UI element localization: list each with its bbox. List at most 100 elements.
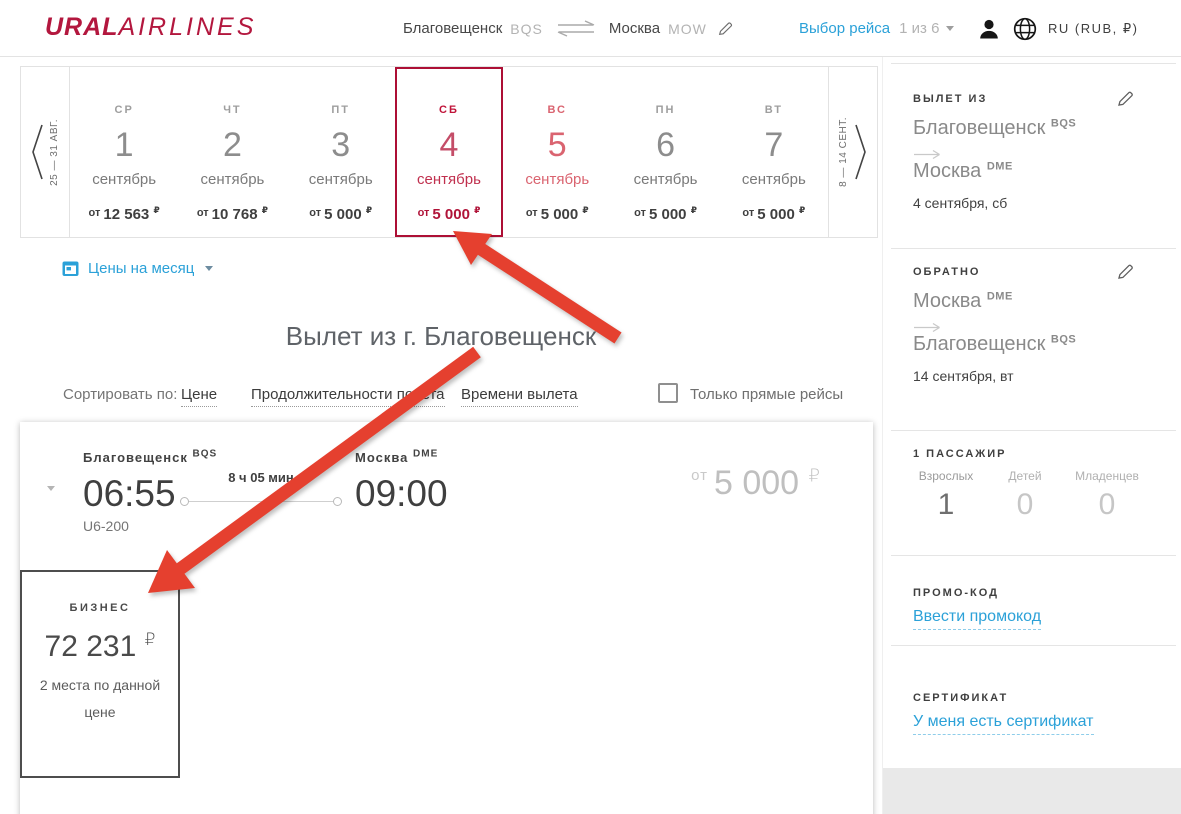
sort-by-price[interactable]: Цене [181,386,218,407]
day-month: сентябрь [633,171,698,188]
infants-count[interactable]: Младенцев 0 [1067,469,1147,522]
sort-by-duration[interactable]: Продолжительности полета [251,386,445,407]
top-header: URALAIRLINES Благовещенск BQS Москва MOW… [0,0,1181,57]
day-cell-1[interactable]: СР 1 сентябрь от 12 563 ₽ [70,67,178,237]
divider [891,555,1176,556]
edit-outbound-icon[interactable] [1116,89,1135,108]
day-month: сентябрь [92,171,157,188]
divider [891,248,1176,249]
day-cell-5[interactable]: ВС 5 сентябрь от 5 000 ₽ [503,67,611,237]
day-weekday: ПТ [331,104,351,116]
day-number: 4 [439,126,459,164]
day-price: от 10 768 ₽ [196,205,268,224]
day-cell-2[interactable]: ЧТ 2 сентябрь от 10 768 ₽ [178,67,286,237]
flight-select-label: Выбор рейса [799,20,891,37]
day-number: 2 [222,126,242,164]
fare-seats-note: 2 места по данной цене [39,677,161,721]
arrival-time: 09:00 [355,473,448,514]
day-cell-7[interactable]: ВТ 7 сентябрь от 5 000 ₽ [720,67,828,237]
swap-route-icon[interactable] [555,20,597,37]
return-to: Благовещенск BQS [913,322,1076,356]
timeline-track [180,497,342,506]
day-weekday: СР [114,104,134,116]
fare-name: БИЗНЕС [69,602,131,614]
promo-code-title: ПРОМО-КОД [913,587,999,599]
day-month: сентябрь [308,171,373,188]
day-month: сентябрь [417,171,481,188]
flight-result-card: Благовещенск BQS 06:55 U6-200 8 ч 05 мин… [20,422,873,814]
children-count[interactable]: Детей 0 [1001,469,1049,522]
departure-time: 06:55 [83,473,176,514]
chevron-down-icon [946,26,955,31]
day-number: 1 [114,126,134,164]
return-from: Москва DME [913,290,1013,312]
divider [891,63,1176,64]
fare-price: 72 231 ₽ [44,630,156,663]
day-cell-6[interactable]: ПН 6 сентябрь от 5 000 ₽ [611,67,719,237]
arrival-city: Москва DME [355,448,439,465]
flight-arrival-block: Москва DME 09:00 [355,448,448,515]
edit-return-icon[interactable] [1116,262,1135,281]
carousel-next-button[interactable]: 8 — 14 СЕНТ. [827,67,877,237]
globe-icon[interactable] [1012,16,1038,42]
direct-flights-checkbox[interactable] [658,383,678,403]
arrow-right-icon [914,322,940,333]
day-number: 7 [764,126,784,164]
timeline-bar [184,501,338,502]
locale-currency-label[interactable]: RU (RUB, ₽) [1048,20,1139,36]
day-weekday: ЧТ [223,104,242,116]
day-price: от 5 000 ₽ [309,205,373,224]
have-certificate-link[interactable]: У меня есть сертификат [913,713,1094,735]
edit-route-icon[interactable] [717,20,734,37]
day-month: сентябрь [741,171,806,188]
ural-airlines-logo[interactable]: URALAIRLINES [45,13,256,42]
logo-ural: URAL [45,13,119,41]
flight-departure-block: Благовещенск BQS 06:55 [83,449,217,515]
day-cell-3[interactable]: ПТ 3 сентябрь от 5 000 ₽ [287,67,395,237]
children-label: Детей [1008,469,1042,483]
header-route: Благовещенск BQS Москва MOW [403,0,734,57]
header-from-code: BQS [510,20,543,37]
fare-card-business[interactable]: БИЗНЕС 72 231 ₽ 2 места по данной цене [20,570,180,778]
children-value: 0 [1016,488,1034,521]
timeline-start-dot [180,497,189,506]
chevron-right-icon [855,124,867,180]
carousel-prev-button[interactable]: 25 — 31 АВГ. [21,67,70,237]
outbound-to: Москва DME [913,149,1013,183]
divider [891,645,1176,646]
sort-by-departure-time[interactable]: Времени вылета [461,386,578,407]
month-prices-link[interactable]: Цены на месяц [62,260,214,277]
outbound-date: 4 сентября, сб [913,195,1008,211]
day-price: от 5 000 ₽ [634,205,697,224]
flight-duration: 8 ч 05 мин [228,470,294,485]
user-icon[interactable] [978,17,1000,41]
day-weekday: СБ [439,104,459,116]
day-price: от 5 000 ₽ [525,205,589,224]
continue-button[interactable]: ПРОДОЛЖИТЬ [883,768,1181,814]
day-price: от 5 000 ₽ [742,205,806,224]
calendar-icon [62,261,79,276]
page-title: Вылет из г. Благовещенск [285,321,597,351]
day-number: 5 [547,126,567,164]
prev-week-range: 25 — 31 АВГ. [48,118,60,186]
direct-flights-label: Только прямые рейсы [690,386,844,403]
infants-value: 0 [1098,488,1116,521]
adults-count[interactable]: Взрослых 1 [913,469,979,522]
enter-promo-code-link[interactable]: Ввести промокод [913,608,1042,630]
booking-summary-sidebar: ВЫЛЕТ ИЗ Благовещенск BQS Москва DME 4 с… [882,57,1181,814]
passengers-counts: Взрослых 1 Детей 0 Младенцев 0 [913,469,1147,522]
day-cell-4-selected[interactable]: СБ 4 сентябрь от 5 000 ₽ [395,67,503,237]
timeline-end-dot [333,497,342,506]
flight-min-price: от 5 000 ₽ [691,464,820,502]
date-carousel: 25 — 31 АВГ. СР 1 сентябрь от 12 563 ₽ ЧТ… [20,66,878,238]
outbound-title: ВЫЛЕТ ИЗ [913,93,988,105]
flight-select-dropdown[interactable]: Выбор рейса 1 из 6 [799,0,955,57]
flight-timeline: 8 ч 05 мин [180,470,342,506]
day-number: 3 [331,126,351,164]
header-from-city: Благовещенск [403,20,503,37]
day-weekday: ВТ [764,104,783,116]
expand-flight-icon[interactable] [47,486,55,491]
return-date: 14 сентября, вт [913,368,1014,384]
month-prices-label: Цены на месяц [88,260,195,277]
flight-number: U6-200 [83,518,129,534]
